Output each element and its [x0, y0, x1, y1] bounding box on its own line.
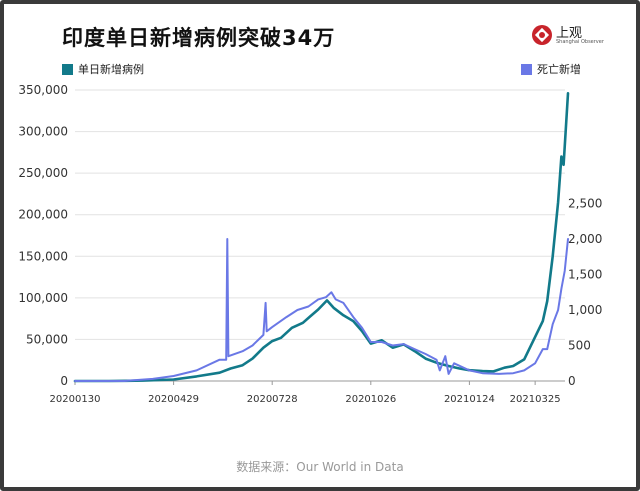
left-axis-tick-label: 300,000 [18, 125, 68, 139]
data-source: 数据来源：Our World in Data [236, 460, 404, 474]
right-axis-ticks: 0 500 1,000 1,500 2,000 2,500 [568, 197, 602, 388]
legend-item-deaths: 死亡新增 [521, 61, 581, 77]
series-line-cases [73, 92, 570, 383]
legend-label-deaths: 死亡新增 [537, 63, 581, 76]
x-axis-tick-label: 20200130 [50, 394, 101, 405]
grid-lines [75, 89, 565, 340]
right-axis-tick-label: 1,000 [568, 303, 602, 317]
left-axis-tick-label: 350,000 [18, 83, 68, 97]
x-axis-tick-label: 20210124 [444, 394, 495, 405]
legend-swatch-cases [62, 63, 73, 75]
x-axis-tick-label: 20200728 [247, 394, 298, 405]
series-line-deaths [74, 238, 569, 382]
right-axis-tick-label: 2,500 [568, 197, 602, 211]
legend-label-cases: 单日新增病例 [78, 63, 144, 76]
left-axis-tick-label: 100,000 [18, 291, 68, 305]
x-axis-tick-label: 20201026 [345, 394, 396, 405]
left-axis-tick-label: 0 [60, 374, 68, 388]
brand-logo: 上观 Shanghai Observer [531, 22, 604, 52]
x-axis-tick-label: 20210325 [510, 394, 561, 405]
right-axis-tick-label: 2,000 [568, 232, 602, 246]
left-axis-ticks: 0 50,000 100,000 150,000 200,000 250,000 300,0… [18, 83, 68, 388]
x-axis: 20200130 20200429 20200728 20201026 20210124… [50, 380, 565, 405]
left-axis-tick-label: 50,000 [26, 332, 68, 346]
brand-logo-text: 上观 [556, 26, 583, 41]
legend-item-cases: 单日新增病例 [62, 61, 144, 77]
left-axis-tick-label: 200,000 [18, 208, 68, 222]
left-axis-tick-label: 150,000 [18, 249, 68, 263]
series-lines [73, 92, 570, 383]
right-axis-tick-label: 0 [568, 374, 576, 388]
left-axis-tick-label: 250,000 [18, 166, 68, 180]
brand-logo-icon [532, 25, 552, 45]
right-axis-tick-label: 500 [568, 339, 591, 353]
right-axis-tick-label: 1,500 [568, 268, 602, 282]
legend-swatch-deaths [521, 63, 532, 75]
chart-title: 印度单日新增病例突破34万 [62, 26, 336, 50]
brand-logo-subtext: Shanghai Observer [556, 39, 604, 45]
x-axis-tick-label: 20200429 [148, 394, 199, 405]
